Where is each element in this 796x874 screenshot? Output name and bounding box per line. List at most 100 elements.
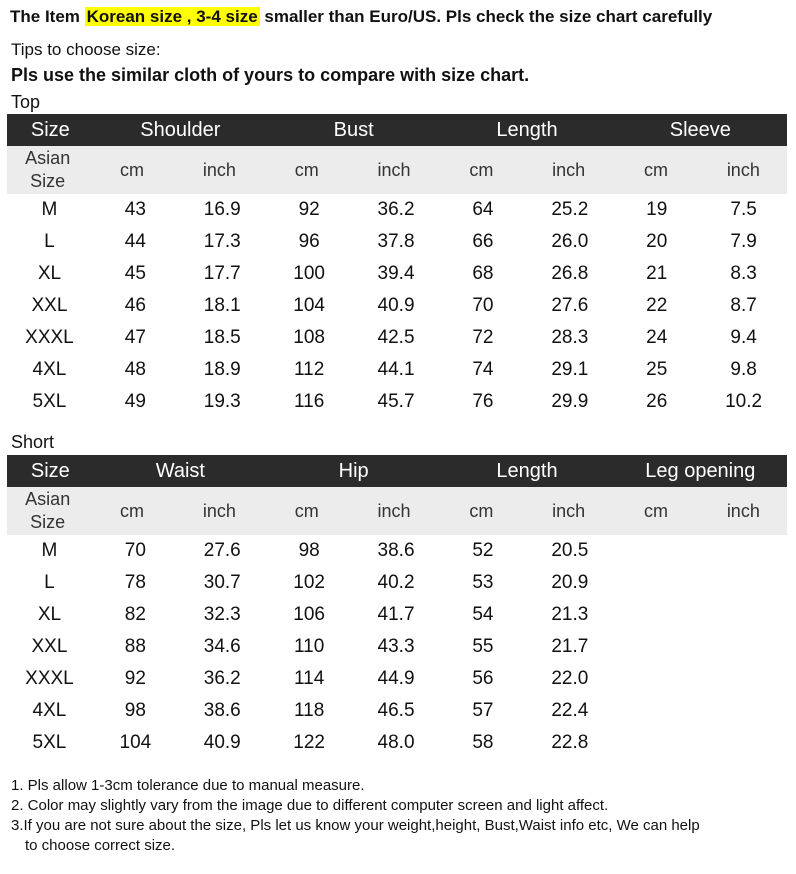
measure-cell: 55 [472, 636, 494, 657]
table-row: 5XL 104 40.9 122 48.0 58 22.8 [7, 727, 787, 759]
measure-cell: 116 [293, 391, 325, 412]
measure-cell: 57 [472, 700, 494, 721]
measure-cell: 20 [646, 231, 668, 252]
measure-cell: 46.5 [377, 700, 415, 721]
measure-cell: 100 [293, 263, 325, 284]
group-header: Length [496, 459, 558, 482]
measure-cell: 42.5 [377, 327, 415, 348]
group-header: Leg opening [645, 459, 756, 482]
measure-cell: 22 [646, 295, 668, 316]
table-header-bar: Size Shoulder Bust Length Sleeve [7, 114, 787, 146]
measure-cell: 48 [124, 359, 146, 380]
table-row: XXL 88 34.6 110 43.3 55 21.7 [7, 631, 787, 663]
measure-cell: 108 [293, 327, 325, 348]
asian-size-label: Asian Size [7, 488, 88, 534]
unit-cell: inch [726, 500, 760, 521]
headline-suffix: smaller than Euro/US. Pls check the size… [259, 7, 713, 26]
measure-cell: 18.1 [203, 295, 241, 316]
measure-cell: 47 [124, 327, 146, 348]
asian-size-line1: Asian [25, 489, 71, 509]
size-cell: M [41, 199, 58, 220]
unit-cell: inch [726, 159, 760, 180]
size-cell: 5XL [32, 391, 67, 412]
note-1: 1. Pls allow 1-3cm tolerance due to manu… [11, 777, 365, 794]
table-row: M 70 27.6 98 38.6 52 20.5 [7, 535, 787, 567]
measure-cell: 70 [124, 540, 146, 561]
measure-cell: 66 [472, 231, 494, 252]
measure-cell: 82 [124, 604, 146, 625]
measure-cell: 112 [293, 359, 325, 380]
measure-cell: 68 [472, 263, 494, 284]
measure-cell: 98 [124, 700, 146, 721]
unit-cell: inch [552, 500, 586, 521]
measure-cell: 18.5 [203, 327, 241, 348]
measure-cell: 9.4 [730, 327, 757, 348]
measure-cell: 8.3 [730, 263, 757, 284]
measure-cell: 88 [124, 636, 146, 657]
measure-cell: 26.0 [551, 231, 589, 252]
table-row: XL 82 32.3 106 41.7 54 21.3 [7, 599, 787, 631]
measure-cell: 37.8 [377, 231, 415, 252]
measure-cell: 46 [124, 295, 146, 316]
measure-cell: 16.9 [203, 199, 241, 220]
measure-cell: 22.0 [551, 668, 589, 689]
table-row: M 43 16.9 92 36.2 64 25.2 19 7.5 [7, 194, 787, 226]
measure-cell: 22.4 [551, 700, 589, 721]
measure-cell: 21.3 [551, 604, 589, 625]
short-size-table: Size Waist Hip Length Leg opening Asian Size cm… [7, 455, 787, 759]
note-2: 2. Color may slightly vary from the imag… [11, 797, 609, 814]
measure-cell: 28.3 [551, 327, 589, 348]
table-row: L 78 30.7 102 40.2 53 20.9 [7, 567, 787, 599]
measure-cell: 32.3 [203, 604, 241, 625]
top-size-table: Size Shoulder Bust Length Sleeve Asian Size cm i… [7, 114, 787, 418]
size-cell: XXXL [25, 668, 74, 689]
table-row: XL 45 17.7 100 39.4 68 26.8 21 8.3 [7, 258, 787, 290]
group-header: Waist [155, 459, 205, 482]
measure-cell: 10.2 [725, 391, 763, 412]
unit-cell: cm [294, 500, 319, 521]
size-cell: XXXL [25, 327, 74, 348]
measure-cell: 27.6 [203, 540, 241, 561]
size-cell: 5XL [32, 732, 67, 753]
measure-cell: 72 [472, 327, 494, 348]
table-header-bar: Size Waist Hip Length Leg opening [7, 455, 787, 487]
tips-text: Tips to choose size: [11, 40, 161, 59]
measure-cell: 70 [472, 295, 494, 316]
measure-cell: 104 [119, 732, 152, 753]
measure-cell: 64 [472, 199, 494, 220]
measure-cell: 18.9 [203, 359, 241, 380]
measure-cell: 7.9 [730, 231, 757, 252]
measure-cell: 34.6 [203, 636, 241, 657]
measure-cell: 54 [472, 604, 494, 625]
table-row: XXXL 92 36.2 114 44.9 56 22.0 [7, 663, 787, 695]
measure-cell: 39.4 [377, 263, 415, 284]
measure-cell: 96 [298, 231, 320, 252]
measure-cell: 74 [472, 359, 494, 380]
measure-cell: 118 [293, 700, 325, 721]
headline-prefix: The Item [10, 7, 85, 26]
measure-cell: 44 [124, 231, 146, 252]
table-row: XXXL 47 18.5 108 42.5 72 28.3 24 9.4 [7, 322, 787, 354]
unit-cell: cm [644, 500, 668, 521]
unit-cell: inch [552, 159, 586, 180]
size-cell: M [41, 540, 58, 561]
measure-cell: 44.1 [377, 359, 415, 380]
table-row: 5XL 49 19.3 116 45.7 76 29.9 26 10.2 [7, 386, 787, 418]
measure-cell: 104 [293, 295, 325, 316]
measure-cell: 78 [124, 572, 146, 593]
size-cell: 4XL [32, 359, 67, 380]
measure-cell: 52 [472, 540, 494, 561]
measure-cell: 21.7 [551, 636, 589, 657]
measure-cell: 25 [646, 359, 668, 380]
asian-size-line1: Asian [25, 148, 71, 168]
note-3-continued: to choose correct size. [25, 837, 176, 854]
tips-bold-text: Pls use the similar cloth of yours to co… [11, 65, 530, 85]
measure-cell: 38.6 [377, 540, 415, 561]
size-column-header: Size [30, 118, 70, 141]
size-cell: L [44, 231, 55, 252]
size-cell: XXL [31, 636, 68, 657]
measure-cell: 56 [472, 668, 494, 689]
measure-cell: 9.8 [730, 359, 757, 380]
measure-cell: 36.2 [203, 668, 241, 689]
measure-cell: 110 [293, 636, 325, 657]
